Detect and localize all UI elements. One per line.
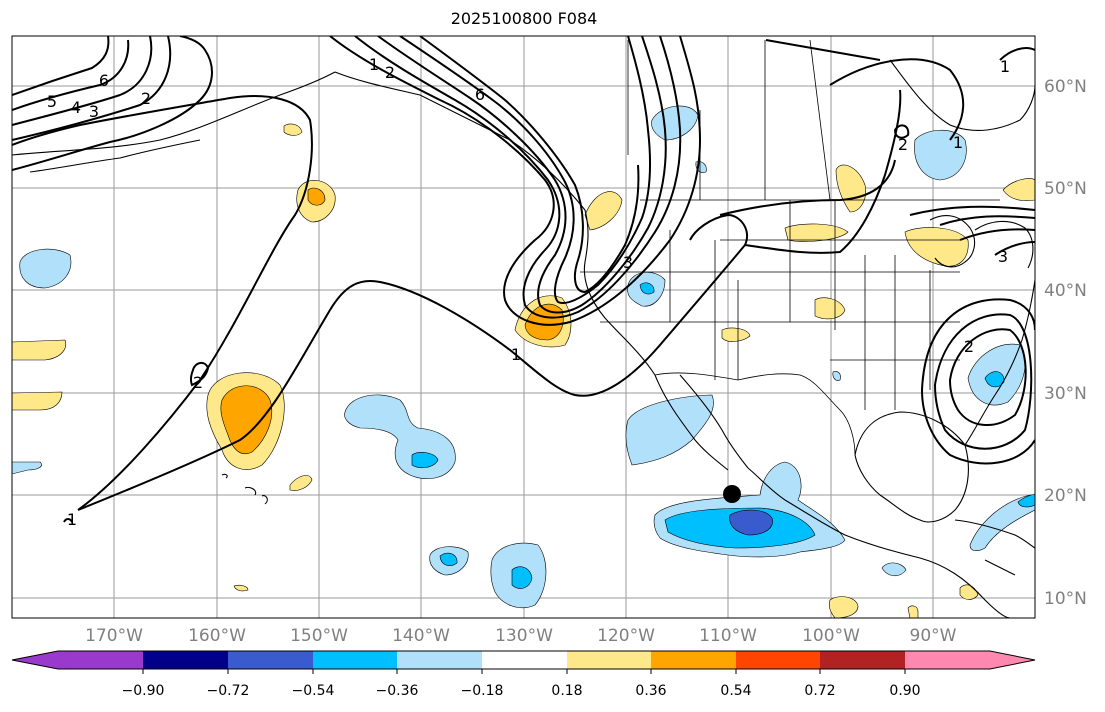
positive-anomaly-patch bbox=[907, 605, 919, 618]
negative-anomaly-patch bbox=[914, 129, 967, 181]
negative-anomaly-patch bbox=[19, 248, 72, 289]
contour-label: 2 bbox=[898, 135, 908, 154]
latitude-label: 20°N bbox=[1044, 486, 1087, 506]
positive-anomaly-patch bbox=[784, 223, 849, 242]
negative-anomaly-patch bbox=[411, 451, 439, 469]
positive-anomaly-patch bbox=[12, 339, 66, 361]
negative-anomaly-patch bbox=[439, 552, 458, 566]
contour-label: 2 bbox=[385, 63, 395, 82]
longitude-label: 110°W bbox=[699, 626, 757, 646]
colorbar bbox=[11, 650, 1036, 674]
location-marker bbox=[723, 485, 741, 503]
contour-label: 3 bbox=[998, 247, 1008, 266]
colorbar-tick-label: 0.36 bbox=[635, 683, 667, 699]
negative-anomaly-patch bbox=[12, 461, 42, 475]
positive-anomaly-patch bbox=[828, 596, 859, 618]
negative-anomaly-patch bbox=[729, 509, 773, 536]
positive-anomaly-patch bbox=[904, 227, 969, 267]
map-title: 2025100800 F084 bbox=[450, 9, 598, 28]
contour-label: 4 bbox=[71, 98, 81, 117]
negative-anomaly-patch bbox=[832, 371, 841, 381]
colorbar-extend-low bbox=[12, 651, 58, 669]
colorbar-extend-high bbox=[990, 651, 1035, 669]
negative-anomaly-patch bbox=[881, 562, 907, 577]
contour-label: 3 bbox=[89, 102, 99, 121]
contour-label: 1 bbox=[511, 345, 521, 364]
contour-label: 1 bbox=[369, 55, 379, 74]
contour-label: 2 bbox=[193, 373, 203, 392]
longitude-label: 120°W bbox=[597, 626, 655, 646]
negative-anomaly-patch bbox=[511, 566, 533, 589]
contour-lines bbox=[12, 36, 1035, 523]
contour-label: 1 bbox=[953, 133, 963, 152]
longitude-label: 160°W bbox=[188, 626, 246, 646]
contour-label: 2 bbox=[964, 337, 974, 356]
colorbar-tick-label: 0.18 bbox=[551, 683, 583, 699]
longitude-label: 170°W bbox=[85, 626, 143, 646]
positive-anomaly-patch bbox=[721, 327, 751, 342]
positive-anomaly-patch bbox=[584, 191, 623, 231]
positive-anomaly-patch bbox=[307, 187, 326, 206]
anomaly-shading bbox=[12, 105, 1035, 618]
contour-label: 1 bbox=[67, 510, 77, 529]
colorbar-tick-label: 0.72 bbox=[804, 683, 836, 699]
negative-anomaly-patch bbox=[969, 494, 1035, 551]
negative-anomaly-patch bbox=[1017, 493, 1035, 508]
negative-anomaly-patch bbox=[984, 371, 1005, 388]
negative-anomaly-patch bbox=[625, 394, 714, 466]
gridlines bbox=[12, 36, 1035, 618]
positive-anomaly-patch bbox=[233, 584, 249, 592]
state-boundaries bbox=[580, 39, 1000, 456]
colorbar-tick-label: −0.36 bbox=[375, 683, 419, 699]
colorbar-tick-label: 0.90 bbox=[889, 683, 921, 699]
longitude-label: 130°W bbox=[495, 626, 553, 646]
contour-label: 3 bbox=[623, 253, 633, 272]
positive-anomaly-patch bbox=[220, 385, 272, 455]
longitude-label: 100°W bbox=[802, 626, 860, 646]
latitude-label: 50°N bbox=[1044, 179, 1087, 199]
positive-anomaly-patch bbox=[12, 391, 63, 411]
map-frame bbox=[11, 35, 1036, 619]
positive-anomaly-patch bbox=[283, 123, 303, 136]
longitude-label: 90°W bbox=[909, 626, 957, 646]
contour-label: 1 bbox=[1000, 57, 1010, 76]
longitude-label: 150°W bbox=[290, 626, 348, 646]
latitude-label: 40°N bbox=[1044, 281, 1087, 301]
colorbar-tick-label: −0.90 bbox=[121, 683, 165, 699]
colorbar-tick-label: −0.54 bbox=[291, 683, 335, 699]
latitude-label: 30°N bbox=[1044, 384, 1087, 404]
latitude-label: 60°N bbox=[1044, 77, 1087, 97]
longitude-label: 140°W bbox=[392, 626, 450, 646]
contour-label: 6 bbox=[475, 85, 485, 104]
coastlines bbox=[12, 59, 1035, 618]
contour-label: 2 bbox=[141, 89, 151, 108]
contour-label-group: 6 5 4 3 2 2 1 2 1 1 3 2 1 6 3 2 1 bbox=[47, 55, 1010, 529]
contour-label: 6 bbox=[99, 71, 109, 90]
contour-label: 5 bbox=[47, 92, 57, 111]
colorbar-tick-label: −0.72 bbox=[206, 683, 250, 699]
colorbar-tick-label: −0.18 bbox=[460, 683, 504, 699]
positive-anomaly-patch bbox=[1002, 178, 1035, 201]
negative-anomaly-patch bbox=[639, 282, 655, 295]
positive-anomaly-patch bbox=[289, 475, 313, 491]
positive-anomaly-patch bbox=[814, 297, 846, 320]
colorbar-tick-label: 0.54 bbox=[720, 683, 752, 699]
latitude-label: 10°N bbox=[1044, 589, 1087, 609]
